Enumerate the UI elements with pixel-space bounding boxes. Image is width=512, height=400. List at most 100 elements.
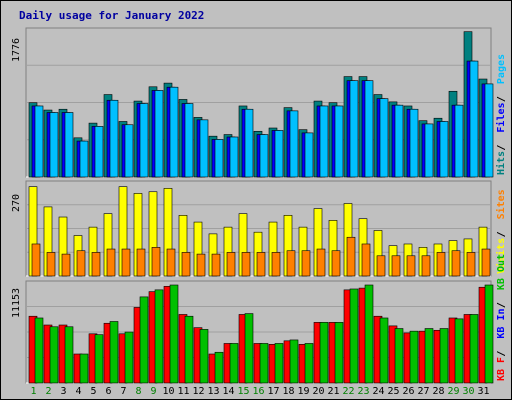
- bar-pages: [409, 108, 419, 178]
- bar-pages: [274, 130, 284, 178]
- x-tick-label: 17: [267, 386, 279, 397]
- bar-sites: [406, 255, 416, 277]
- legend-kb-f: KB F: [496, 357, 507, 381]
- x-tick-label: 31: [477, 386, 489, 397]
- x-tick-label: 28: [432, 386, 444, 397]
- bar-sites: [196, 253, 206, 277]
- x-tick-label: 10: [162, 386, 174, 397]
- bar-kb-out: [379, 317, 389, 384]
- bar-pages: [439, 121, 449, 178]
- bar-kb-out: [199, 329, 209, 384]
- legend-files: Files: [495, 102, 507, 132]
- bar-pages: [364, 80, 374, 178]
- bar-sites: [211, 253, 221, 277]
- bar-pages: [214, 139, 224, 178]
- bar-sites: [181, 252, 191, 277]
- x-tick-label: 25: [387, 386, 399, 397]
- legend-pages: Pages: [496, 54, 507, 84]
- bar-kb-out: [304, 343, 314, 384]
- bar-pages: [469, 60, 479, 178]
- bar-kb-out: [94, 334, 104, 384]
- bar-kb-out: [349, 288, 359, 384]
- legend-separator: /: [496, 351, 507, 357]
- bar-sites: [76, 250, 86, 277]
- bar-pages: [139, 103, 149, 178]
- bar-sites: [376, 255, 386, 277]
- bar-sites: [46, 252, 56, 277]
- bar-sites: [481, 248, 491, 277]
- x-tick-label: 26: [402, 386, 414, 397]
- x-tick-label: 3: [60, 386, 66, 397]
- bar-pages: [259, 134, 269, 178]
- bar-sites: [31, 243, 41, 277]
- bar-pages: [154, 90, 164, 178]
- bar-sites: [61, 253, 71, 277]
- bar-pages: [199, 119, 209, 178]
- bar-pages: [349, 80, 359, 178]
- bar-pages: [244, 108, 254, 178]
- bar-pages: [334, 105, 344, 178]
- x-tick-label: 18: [282, 386, 294, 397]
- legend-hits: Hits: [495, 151, 507, 175]
- x-tick-label: 13: [207, 386, 219, 397]
- bar-pages: [79, 140, 89, 178]
- bar-kb-out: [79, 353, 89, 384]
- bar-pages: [169, 86, 179, 178]
- bar-sites: [286, 250, 296, 277]
- bar-sites: [151, 247, 161, 277]
- x-tick-label: 22: [342, 386, 354, 397]
- bar-kb-out: [34, 317, 44, 384]
- bar-pages: [229, 136, 239, 178]
- x-tick-label: 21: [327, 386, 339, 397]
- bar-kb-out: [334, 322, 344, 384]
- bar-pages: [49, 112, 59, 178]
- bar-sites: [166, 248, 176, 277]
- legend-separator: /: [496, 302, 507, 308]
- bar-sites: [331, 250, 341, 277]
- bar-pages: [124, 124, 134, 178]
- bar-kb-out: [409, 330, 419, 384]
- bar-kb-out: [49, 326, 59, 384]
- bar-kb-out: [364, 284, 374, 384]
- bar-kb-out: [229, 343, 239, 384]
- bar-pages: [394, 104, 404, 178]
- bar-pages: [424, 123, 434, 178]
- bar-sites: [226, 252, 236, 277]
- y-max-label: 11153: [11, 288, 22, 318]
- bar-sites: [256, 252, 266, 277]
- bar-sites: [136, 248, 146, 277]
- bar-kb-out: [64, 326, 74, 384]
- legend-visits: Visits: [495, 238, 507, 274]
- bar-kb-out: [274, 343, 284, 384]
- bar-pages: [379, 98, 389, 178]
- bar-kb-out: [484, 284, 494, 384]
- x-tick-label: 7: [120, 386, 126, 397]
- bar-kb-out: [154, 289, 164, 384]
- x-tick-label: 14: [222, 386, 234, 397]
- legend-separator: /: [496, 145, 507, 151]
- bar-kb-out: [319, 322, 329, 384]
- bar-sites: [106, 248, 116, 277]
- x-tick-label: 24: [372, 386, 384, 397]
- bar-sites: [421, 255, 431, 277]
- bar-kb-out: [259, 343, 269, 384]
- x-tick-label: 30: [462, 386, 474, 397]
- x-tick-label: 4: [75, 386, 81, 397]
- legend-separator: /: [496, 231, 507, 237]
- bar-kb-out: [469, 314, 479, 384]
- bar-kb-out: [124, 331, 134, 384]
- y-max-label: 1776: [11, 38, 22, 62]
- bar-pages: [34, 105, 44, 178]
- bar-kb-out: [439, 328, 449, 384]
- bar-sites: [271, 252, 281, 277]
- bar-kb-out: [424, 328, 434, 384]
- bar-sites: [436, 252, 446, 277]
- bar-pages: [184, 103, 194, 178]
- bar-pages: [319, 105, 329, 178]
- x-tick-label: 9: [150, 386, 156, 397]
- x-tick-label: 23: [357, 386, 369, 397]
- bar-pages: [304, 132, 314, 178]
- x-tick-label: 11: [177, 386, 189, 397]
